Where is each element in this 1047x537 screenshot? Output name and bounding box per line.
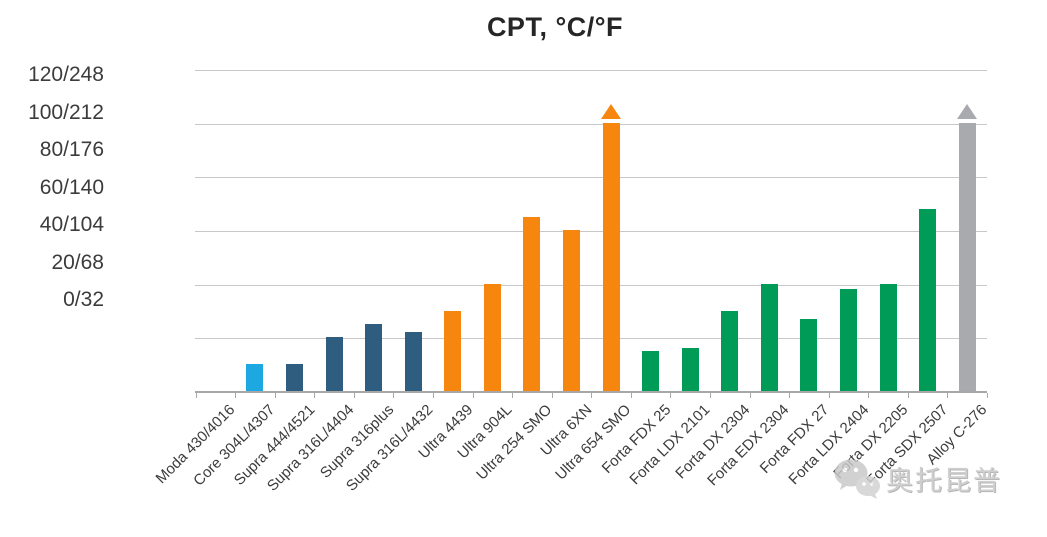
y-axis-label: 20/68 [51, 250, 104, 274]
x-axis-tick [947, 393, 949, 398]
x-axis-tick [314, 393, 316, 398]
bar-forta-dx-2304 [721, 310, 739, 391]
bar-forta-sdx-2507 [919, 208, 937, 391]
x-axis-tick [789, 393, 791, 398]
x-axis-tick [710, 393, 711, 398]
chart-title: CPT, °C/°F [486, 12, 624, 42]
bar-forta-dx-2205 [879, 283, 897, 391]
x-axis-tick [512, 393, 514, 398]
x-axis-tick [353, 393, 355, 398]
x-axis-tick [274, 393, 276, 398]
bar-ultra-654-smo [602, 122, 620, 391]
bar-forta-ldx-2101 [681, 348, 699, 391]
bar-ultra-4439 [444, 310, 462, 391]
x-axis-tick [987, 393, 988, 398]
x-axis-tick [868, 393, 870, 398]
watermark-text: 奥托昆普 [886, 465, 1002, 496]
x-axis-tick [472, 393, 474, 398]
bar-forta-fdx-27 [800, 318, 818, 391]
bar-supra-444-4521 [286, 364, 304, 391]
grid-line [195, 284, 987, 286]
bar-supra-316l-4432 [404, 331, 422, 391]
watermark: 奥托昆普 [832, 456, 1002, 500]
y-axis-label: 0/32 [63, 288, 104, 311]
y-axis-label: 60/140 [39, 175, 104, 199]
bar-core-304l-4307 [246, 364, 264, 391]
bar-forta-fdx-25 [642, 350, 660, 391]
x-axis-tick [393, 393, 395, 398]
grid-line [195, 338, 987, 340]
grid-line [195, 70, 987, 71]
overflow-arrow-icon [957, 103, 978, 119]
y-axis-label: 40/104 [39, 213, 104, 236]
x-axis-tick [433, 393, 435, 398]
grid-line [195, 230, 987, 232]
bar-forta-edx-2304 [760, 283, 778, 391]
wechat-logo-icon [834, 459, 880, 499]
x-axis-tick [551, 393, 553, 398]
bar-ultra-6xn [563, 230, 581, 391]
x-axis-tick [235, 393, 237, 398]
bar-supra-316plus [365, 323, 383, 391]
x-axis-tick [195, 393, 197, 398]
bar-forta-ldx-2404 [840, 289, 858, 391]
x-axis-tick [670, 393, 672, 398]
bar-supra-316l-4404 [325, 337, 343, 391]
overflow-arrow-icon [601, 103, 622, 119]
x-axis-line [195, 391, 987, 393]
grid-line [195, 123, 987, 125]
bar-ultra-904l [483, 283, 501, 391]
x-axis-tick [749, 393, 751, 398]
y-axis-label: 80/176 [39, 138, 104, 161]
bar-ultra-254-smo [523, 216, 541, 391]
grid-line [195, 177, 987, 179]
y-axis-label: 120/248 [28, 63, 104, 86]
x-axis-tick [591, 393, 593, 398]
y-axis-label: 100/212 [28, 100, 104, 124]
x-axis-tick [630, 393, 632, 398]
bar-alloy-c-276 [958, 122, 976, 391]
x-axis-tick [828, 393, 830, 398]
x-axis-tick [907, 393, 909, 398]
